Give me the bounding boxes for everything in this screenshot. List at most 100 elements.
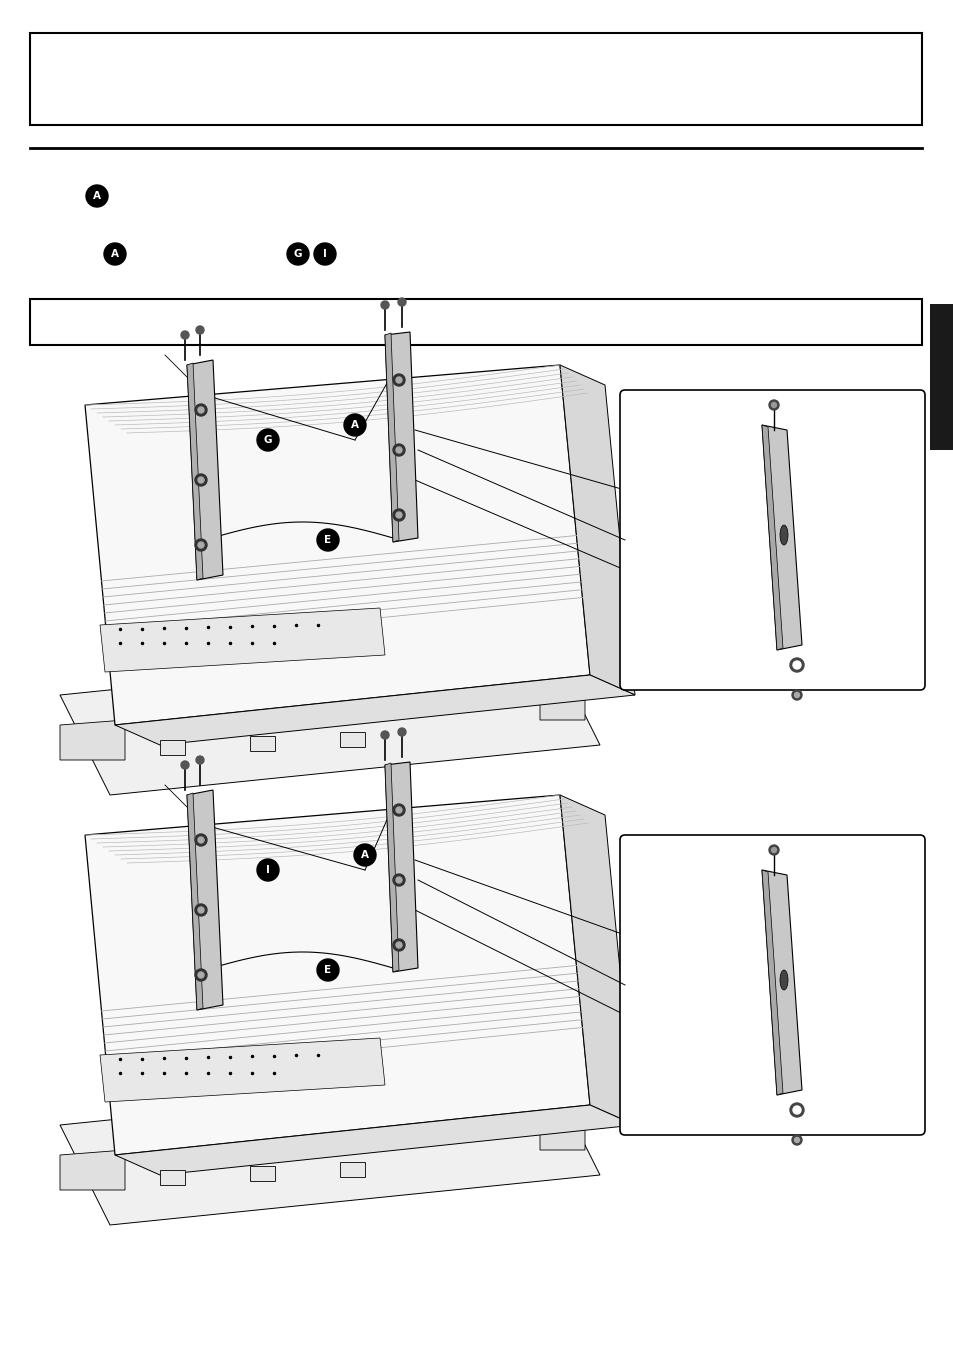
- Text: A: A: [111, 249, 119, 259]
- Ellipse shape: [780, 526, 787, 544]
- Circle shape: [198, 838, 204, 843]
- Circle shape: [256, 859, 278, 881]
- Polygon shape: [85, 365, 589, 725]
- Circle shape: [768, 400, 779, 409]
- Polygon shape: [761, 870, 801, 1096]
- Ellipse shape: [780, 970, 787, 990]
- Circle shape: [198, 407, 204, 413]
- Polygon shape: [559, 794, 635, 1125]
- Polygon shape: [761, 870, 782, 1096]
- Circle shape: [395, 877, 401, 884]
- Polygon shape: [761, 426, 801, 650]
- Bar: [30, 32, 921, 126]
- Circle shape: [393, 509, 405, 521]
- Circle shape: [316, 530, 338, 551]
- Circle shape: [393, 939, 405, 951]
- Circle shape: [395, 377, 401, 382]
- Circle shape: [287, 243, 309, 265]
- Circle shape: [86, 185, 108, 207]
- Text: E: E: [324, 535, 332, 544]
- Circle shape: [393, 874, 405, 886]
- Circle shape: [792, 661, 801, 669]
- Circle shape: [194, 539, 207, 551]
- Circle shape: [380, 731, 389, 739]
- Circle shape: [194, 404, 207, 416]
- Text: A: A: [351, 420, 358, 430]
- Circle shape: [256, 430, 278, 451]
- Polygon shape: [761, 426, 782, 650]
- Circle shape: [380, 301, 389, 309]
- Circle shape: [791, 690, 801, 700]
- Circle shape: [395, 942, 401, 948]
- Circle shape: [395, 447, 401, 453]
- Circle shape: [794, 1138, 799, 1143]
- Circle shape: [198, 542, 204, 549]
- Circle shape: [344, 413, 366, 436]
- Bar: [30, 299, 921, 345]
- Polygon shape: [85, 794, 589, 1155]
- Circle shape: [393, 444, 405, 457]
- Circle shape: [395, 807, 401, 813]
- Polygon shape: [115, 1105, 635, 1175]
- Circle shape: [198, 477, 204, 484]
- Circle shape: [393, 804, 405, 816]
- Circle shape: [771, 847, 776, 852]
- Text: A: A: [92, 190, 101, 201]
- Bar: [160, 1170, 185, 1185]
- Polygon shape: [100, 608, 385, 671]
- Circle shape: [181, 761, 189, 769]
- Circle shape: [195, 757, 204, 765]
- Circle shape: [397, 728, 406, 736]
- Circle shape: [181, 331, 189, 339]
- Polygon shape: [559, 365, 635, 694]
- Polygon shape: [385, 763, 398, 971]
- Text: I: I: [323, 249, 327, 259]
- Polygon shape: [187, 363, 203, 580]
- Polygon shape: [115, 676, 635, 744]
- Polygon shape: [385, 332, 398, 542]
- Polygon shape: [385, 762, 417, 971]
- Text: I: I: [266, 865, 270, 875]
- Circle shape: [194, 474, 207, 486]
- Circle shape: [195, 326, 204, 334]
- Circle shape: [194, 969, 207, 981]
- Polygon shape: [60, 720, 125, 761]
- Polygon shape: [187, 359, 223, 580]
- Circle shape: [791, 1135, 801, 1146]
- Circle shape: [768, 844, 779, 855]
- FancyBboxPatch shape: [619, 390, 924, 690]
- Bar: [339, 1162, 365, 1177]
- Polygon shape: [539, 676, 584, 720]
- Circle shape: [314, 243, 335, 265]
- Circle shape: [789, 658, 803, 671]
- Text: E: E: [324, 965, 332, 975]
- Circle shape: [789, 1102, 803, 1117]
- Text: G: G: [294, 249, 302, 259]
- Circle shape: [397, 299, 406, 305]
- Bar: [250, 736, 274, 751]
- Circle shape: [395, 512, 401, 517]
- Text: A: A: [360, 850, 369, 861]
- Polygon shape: [60, 644, 599, 794]
- Bar: [339, 732, 365, 747]
- Circle shape: [104, 243, 126, 265]
- Circle shape: [316, 959, 338, 981]
- Bar: [250, 1166, 274, 1181]
- Bar: [160, 740, 185, 755]
- Polygon shape: [385, 332, 417, 542]
- Circle shape: [198, 971, 204, 978]
- Polygon shape: [60, 1075, 599, 1225]
- Polygon shape: [187, 790, 223, 1011]
- Circle shape: [393, 374, 405, 386]
- Bar: [929, 304, 953, 450]
- Circle shape: [771, 403, 776, 408]
- Circle shape: [794, 693, 799, 697]
- Text: G: G: [263, 435, 272, 444]
- Circle shape: [792, 1106, 801, 1115]
- FancyBboxPatch shape: [619, 835, 924, 1135]
- Polygon shape: [539, 1105, 584, 1150]
- Circle shape: [194, 904, 207, 916]
- Circle shape: [354, 844, 375, 866]
- Circle shape: [194, 834, 207, 846]
- Polygon shape: [60, 1150, 125, 1190]
